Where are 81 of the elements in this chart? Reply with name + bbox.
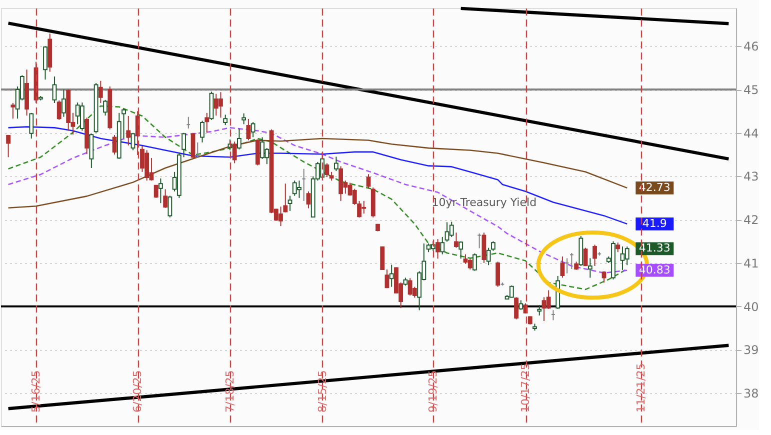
x-tick-label: 7/18/25	[223, 370, 236, 412]
candlestick	[10, 102, 16, 120]
candlestick	[389, 264, 394, 288]
candlestick	[56, 100, 62, 120]
line-series	[8, 105, 628, 290]
y-tick-label: 40	[744, 300, 759, 314]
candlestick	[168, 195, 172, 218]
y-tick-label: 38	[744, 386, 759, 401]
candlestick	[509, 285, 514, 298]
candlestick	[43, 46, 48, 80]
candlestick	[182, 132, 186, 158]
candlestick	[288, 195, 292, 212]
candlestick	[458, 240, 464, 260]
candlestick	[154, 184, 158, 198]
candlestick	[223, 114, 228, 126]
candlestick	[190, 132, 196, 159]
candlestick	[546, 290, 551, 310]
x-tick-label: 9/19/25	[426, 370, 440, 412]
candlestick	[518, 300, 524, 310]
y-tick-label: 45	[744, 83, 759, 98]
candlestick	[514, 296, 518, 320]
candlestick	[454, 232, 458, 248]
candlestick	[204, 112, 210, 133]
line-series	[8, 138, 628, 209]
data-label: 42.73	[638, 180, 670, 194]
x-tick-label: 6/20/25	[131, 370, 144, 412]
candlestick	[449, 221, 454, 238]
x-tick-label: 5/16/25	[30, 370, 43, 412]
candlestick	[126, 115, 131, 146]
candlestick	[62, 89, 66, 118]
candlestick	[496, 261, 500, 288]
candlestick	[52, 76, 57, 104]
annotation: 10yr Treasury Yield	[432, 196, 537, 210]
y-tick-label: 44	[744, 126, 759, 140]
candlestick	[112, 134, 117, 156]
candlestick	[366, 174, 371, 189]
y-tick-label: 46	[744, 40, 759, 54]
candlestick	[560, 256, 565, 278]
candlestick	[255, 138, 260, 166]
candlestick	[158, 178, 163, 204]
annotation: 41.33	[638, 242, 670, 255]
candlestick	[624, 246, 630, 266]
candlestick	[250, 122, 256, 138]
candlestick	[237, 128, 242, 150]
data-label: 40.83	[638, 263, 670, 276]
candlestick	[306, 190, 311, 209]
candlestick	[130, 132, 136, 151]
candlestick	[472, 252, 477, 272]
candlestick	[6, 134, 11, 158]
candlestick	[163, 188, 168, 208]
candlestick	[384, 268, 390, 289]
line-series	[8, 126, 628, 225]
y-tick-label: 43	[744, 170, 759, 184]
candlestick	[592, 244, 597, 266]
candlestick	[436, 238, 440, 260]
x-tick-label: 11/21/25	[634, 363, 648, 412]
candlestick	[122, 108, 126, 140]
candlestick	[103, 99, 108, 116]
y-tick-label: 39	[744, 343, 759, 358]
candlestick	[583, 247, 588, 266]
candlestick	[588, 258, 592, 278]
candlestick	[616, 242, 620, 253]
y-tick-label: 42	[744, 213, 759, 228]
candlestick	[602, 270, 606, 283]
candlestick	[440, 236, 445, 255]
candlestick	[80, 102, 84, 132]
data-label: 41.9	[642, 216, 667, 230]
candlestick	[232, 141, 237, 164]
candlestick	[380, 246, 385, 270]
candlestick	[468, 258, 472, 270]
candlestick	[537, 304, 542, 316]
candlestick	[324, 162, 330, 178]
candlestick	[200, 120, 204, 143]
candlestick	[98, 80, 103, 104]
candlestick	[242, 112, 246, 125]
x-tick-label: 8/15/25	[316, 370, 329, 412]
candlestick	[29, 112, 34, 140]
candlestick	[334, 156, 338, 172]
y-tick-label: 41	[744, 256, 759, 270]
x-tick-label: 10/17/25	[519, 363, 532, 412]
candlestick	[246, 118, 251, 141]
